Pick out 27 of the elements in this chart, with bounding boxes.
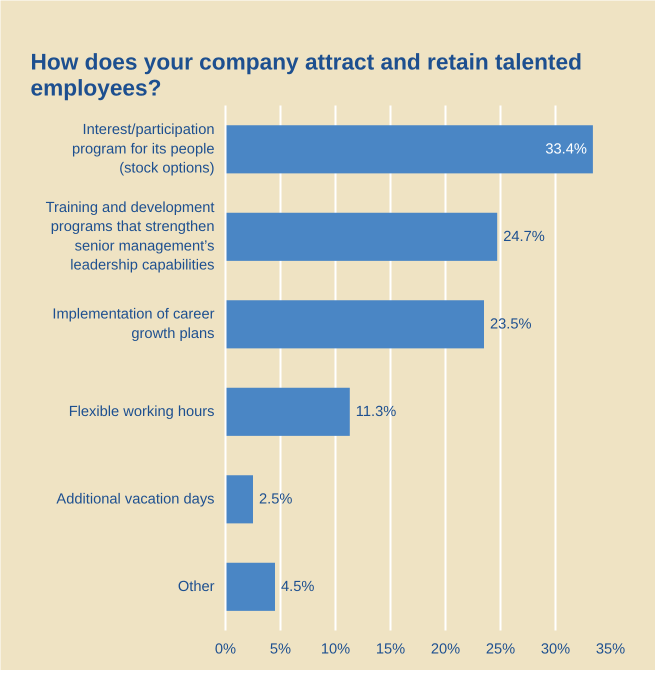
x-tick-label: 15% <box>376 642 406 658</box>
data-label: 33.4% <box>545 141 587 158</box>
y-tick-label: Interest/participation program for its people (stock options) <box>72 122 215 176</box>
y-tick-label: Other <box>178 578 215 595</box>
x-tick-label: 25% <box>486 642 516 658</box>
x-tick-label: 35% <box>596 642 626 658</box>
data-label: 4.5% <box>281 578 314 595</box>
data-label: 2.5% <box>259 491 292 508</box>
y-tick-label: Flexible working hours <box>68 404 214 420</box>
bar <box>226 300 484 348</box>
bar <box>226 388 350 436</box>
chart-title: How does your company attract and retain talented employees? <box>30 48 582 100</box>
y-tick-label: Additional vacation days <box>56 491 215 508</box>
x-tick-label: 5% <box>270 642 292 658</box>
bar <box>226 562 275 611</box>
x-tick-label: 30% <box>540 642 570 658</box>
y-tick-label: Implementation of career growth plans <box>52 306 215 342</box>
x-tick-label: 20% <box>430 642 460 658</box>
data-label: 23.5% <box>490 316 532 332</box>
bar <box>226 475 253 524</box>
bar <box>226 125 593 174</box>
y-tick-label: Training and development programs that strengthen senior management’s leadership capabilities <box>46 200 215 274</box>
x-tick-label: 10% <box>320 642 350 658</box>
data-label: 11.3% <box>356 404 396 420</box>
data-label: 24.7% <box>503 228 545 245</box>
bar <box>226 212 498 261</box>
x-tick-label: 0% <box>214 642 236 658</box>
